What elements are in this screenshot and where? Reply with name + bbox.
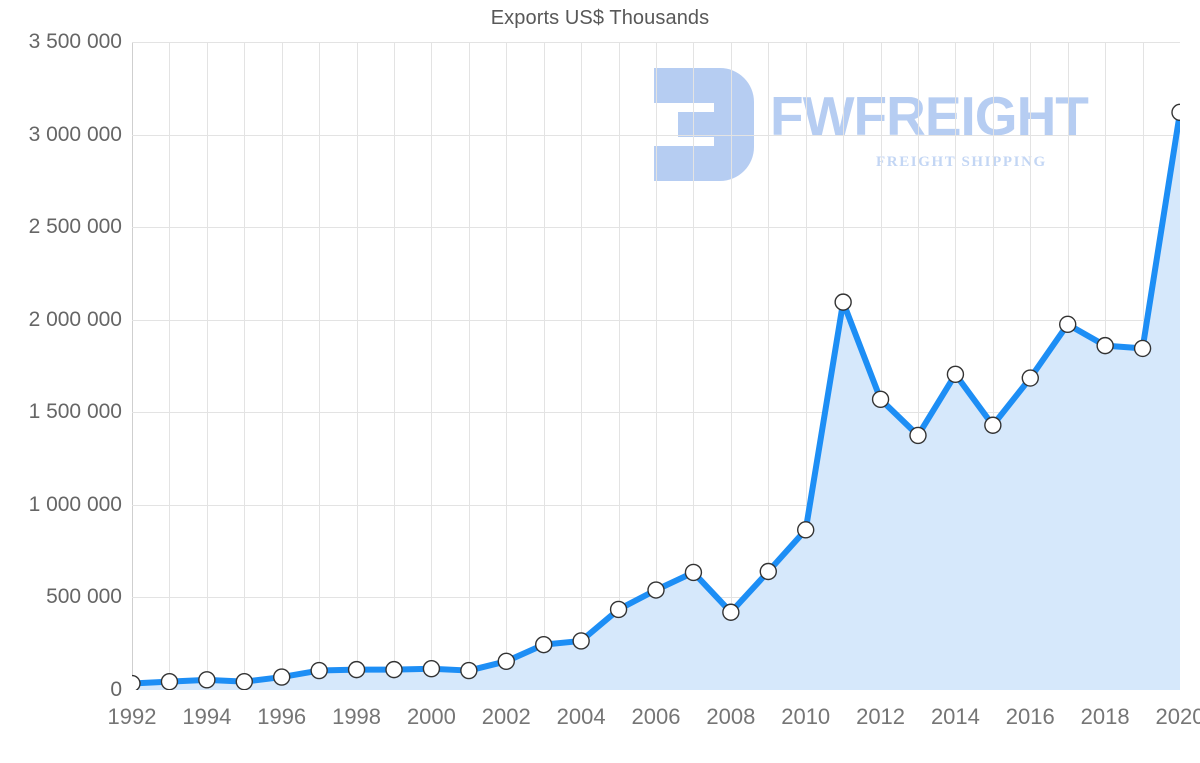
data-point-marker[interactable]	[1133, 339, 1152, 358]
data-point-marker[interactable]	[347, 660, 366, 679]
x-axis-tick-label: 2008	[706, 704, 756, 729]
x-axis-tick-label: 2002	[481, 704, 531, 729]
x-axis-tick-label: 2010	[781, 704, 831, 729]
x-axis-tick-label: 1998	[332, 704, 382, 729]
data-point-marker[interactable]	[797, 521, 815, 539]
data-point-marker[interactable]	[535, 635, 553, 654]
y-axis-tick-label: 1 000 000	[28, 492, 122, 516]
data-point-marker[interactable]	[759, 562, 777, 581]
data-point-marker[interactable]	[609, 600, 628, 619]
plot-area	[132, 42, 1180, 690]
x-axis-tick-label: 1996	[257, 704, 307, 729]
data-point-markers	[132, 103, 1180, 690]
data-point-marker[interactable]	[834, 293, 852, 311]
data-point-marker[interactable]	[132, 674, 141, 690]
data-point-marker[interactable]	[310, 661, 328, 680]
x-axis-tick-label: 2018	[1080, 704, 1130, 729]
x-axis-tick-label: 2006	[631, 704, 681, 729]
y-axis-tick-label: 0	[110, 678, 122, 701]
data-point-marker[interactable]	[684, 563, 703, 582]
x-axis-tick-label: 1992	[107, 704, 157, 729]
x-axis-tick-label: 2014	[930, 704, 980, 729]
data-point-marker[interactable]	[572, 632, 590, 650]
data-point-marker[interactable]	[909, 426, 927, 445]
chart-title: Exports US$ Thousands	[490, 7, 710, 29]
y-axis-tick-label: 2 000 000	[28, 307, 122, 331]
data-point-marker[interactable]	[647, 581, 665, 599]
x-axis-tick-label: 2020	[1155, 704, 1200, 729]
data-point-marker[interactable]	[1021, 369, 1039, 387]
x-axis-tick-label: 2012	[856, 704, 906, 729]
data-point-marker[interactable]	[422, 660, 441, 678]
data-point-marker[interactable]	[460, 661, 478, 680]
x-axis-tick-label: 2000	[406, 704, 456, 729]
data-point-marker[interactable]	[235, 672, 253, 690]
data-point-marker[interactable]	[946, 365, 965, 384]
data-point-marker[interactable]	[198, 671, 216, 689]
y-axis-tick-label: 500 000	[46, 585, 122, 609]
data-point-marker[interactable]	[1171, 103, 1180, 122]
data-point-marker[interactable]	[160, 672, 179, 690]
data-point-marker[interactable]	[497, 652, 515, 670]
y-axis-tick-label: 3 000 000	[28, 122, 122, 146]
x-axis-tick-label: 2004	[556, 704, 606, 729]
data-point-marker[interactable]	[273, 668, 291, 686]
data-point-marker[interactable]	[871, 390, 890, 409]
data-point-marker[interactable]	[722, 603, 740, 621]
data-point-marker[interactable]	[1096, 336, 1114, 355]
x-axis-tick-label: 1994	[182, 704, 232, 729]
y-axis-tick-label: 2 500 000	[28, 215, 122, 239]
data-point-marker[interactable]	[1059, 315, 1077, 334]
y-axis-tick-label: 1 500 000	[28, 400, 122, 424]
x-axis-tick-label: 2016	[1005, 704, 1055, 729]
data-point-marker[interactable]	[385, 660, 403, 679]
y-axis-tick-label: 3 500 000	[28, 30, 122, 53]
data-point-marker[interactable]	[984, 416, 1002, 434]
area-fill	[132, 112, 1180, 690]
